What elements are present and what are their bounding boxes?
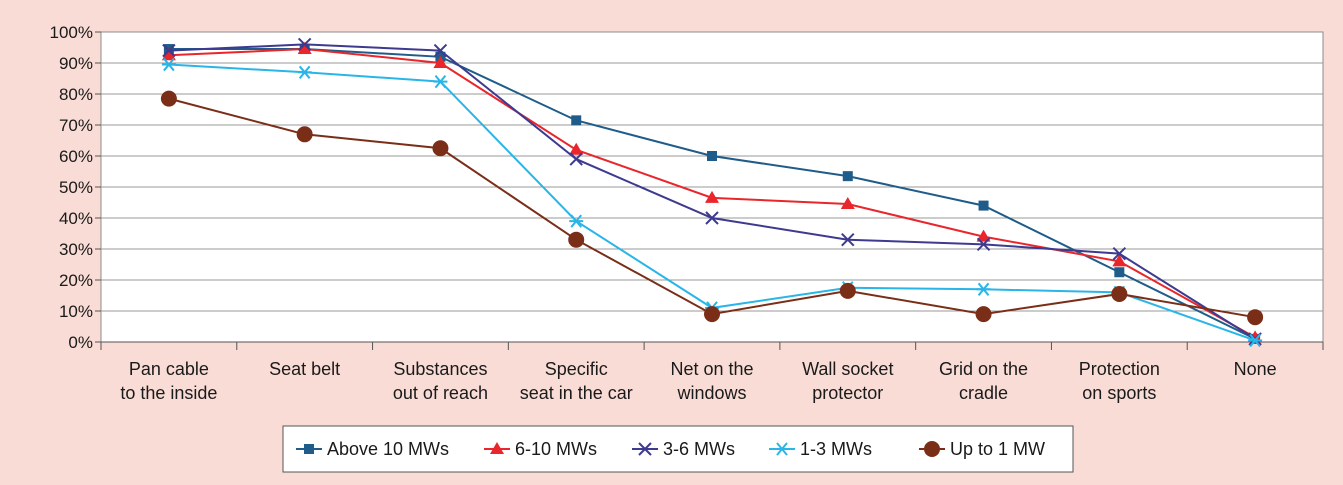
data-point bbox=[976, 237, 991, 252]
legend-swatch-marker bbox=[304, 444, 314, 454]
y-tick-label: 60% bbox=[59, 147, 93, 166]
x-category-label: Grid on the cradle bbox=[939, 359, 1028, 403]
y-tick-label: 30% bbox=[59, 240, 93, 259]
data-point bbox=[433, 74, 448, 89]
data-point bbox=[707, 151, 717, 161]
data-point bbox=[433, 56, 448, 68]
legend-item: 3-6 MWs bbox=[632, 439, 735, 459]
data-point bbox=[297, 42, 312, 55]
legend-swatch-marker bbox=[638, 442, 652, 456]
series-layer bbox=[160, 37, 1264, 348]
legend-label: Above 10 MWs bbox=[327, 439, 449, 459]
y-tick-label: 20% bbox=[59, 271, 93, 290]
x-category-label-line: Pan cable bbox=[129, 359, 209, 379]
y-tick-label: 0% bbox=[68, 333, 93, 352]
y-tick-label: 70% bbox=[59, 116, 93, 135]
legend-item: Up to 1 MW bbox=[919, 439, 1045, 459]
x-category-label-line: Substances bbox=[393, 359, 487, 379]
data-point bbox=[1114, 267, 1125, 278]
series-up-to-1-mw bbox=[160, 90, 1264, 326]
data-point bbox=[978, 200, 989, 211]
data-point bbox=[839, 282, 856, 299]
legend-label: 1-3 MWs bbox=[800, 439, 872, 459]
x-category-label-line: cradle bbox=[959, 383, 1008, 403]
x-category-label-line: Net on the bbox=[670, 359, 753, 379]
axes: 0% 10% 20% 30% 40% 50% 60% 70% 80% 90% 100% Pan cab… bbox=[50, 23, 1324, 403]
legend-item: 6-10 MWs bbox=[484, 439, 597, 459]
data-point bbox=[296, 126, 313, 143]
x-category-label: None bbox=[1234, 359, 1277, 379]
x-category-label: Protection on sports bbox=[1079, 359, 1160, 403]
data-point bbox=[1112, 254, 1127, 267]
y-tick-label: 90% bbox=[59, 54, 93, 73]
x-category-label-line: None bbox=[1234, 359, 1277, 379]
data-point bbox=[569, 152, 583, 166]
data-point bbox=[841, 232, 855, 247]
data-point bbox=[568, 231, 585, 248]
data-point bbox=[297, 65, 312, 79]
legend: Above 10 MWs 6-10 MWs 3-6 MWs 1-3 MWs Up to … bbox=[296, 439, 1045, 459]
y-tick-label: 40% bbox=[59, 209, 93, 228]
legend-label: 3-6 MWs bbox=[663, 439, 735, 459]
legend-swatch-marker bbox=[490, 442, 504, 454]
data-point bbox=[1112, 246, 1127, 261]
legend-item: 1-3 MWs bbox=[769, 439, 872, 459]
y-tick-label: 100% bbox=[50, 23, 93, 42]
x-category-label: Pan cable to the inside bbox=[120, 359, 217, 403]
data-point bbox=[569, 214, 584, 228]
series-3-6-mws bbox=[162, 37, 1262, 346]
x-category-label: Net on the windows bbox=[670, 359, 753, 403]
x-category-label-line: out of reach bbox=[393, 383, 488, 403]
x-category-label-line: Grid on the bbox=[939, 359, 1028, 379]
x-category-label-line: on sports bbox=[1082, 383, 1156, 403]
legend-swatch-marker bbox=[775, 442, 789, 456]
x-category-label-line: to the inside bbox=[120, 383, 217, 403]
x-category-label-line: Seat belt bbox=[269, 359, 340, 379]
data-point bbox=[432, 140, 449, 157]
legend-swatch-marker bbox=[924, 441, 940, 457]
data-point bbox=[976, 282, 991, 296]
data-point bbox=[976, 229, 991, 242]
data-point bbox=[840, 197, 855, 210]
x-category-label-line: seat in the car bbox=[520, 383, 633, 403]
legend-label: Up to 1 MW bbox=[950, 439, 1045, 459]
data-point bbox=[571, 115, 582, 126]
data-point bbox=[705, 211, 719, 225]
x-category-label: Specific seat in the car bbox=[520, 359, 633, 403]
data-point bbox=[975, 306, 992, 323]
data-point bbox=[569, 142, 584, 155]
data-point bbox=[1247, 309, 1264, 326]
x-category-label-line: windows bbox=[676, 383, 746, 403]
x-category-label-line: Wall socket bbox=[802, 359, 893, 379]
x-category-label: Substances out of reach bbox=[393, 359, 488, 403]
x-category-label-line: protector bbox=[812, 383, 883, 403]
data-point bbox=[161, 57, 176, 72]
data-point bbox=[1248, 333, 1263, 348]
y-tick-label: 50% bbox=[59, 178, 93, 197]
data-point bbox=[162, 43, 176, 58]
y-tick-label: 10% bbox=[59, 302, 93, 321]
series-6-10-mws bbox=[161, 42, 1263, 343]
data-point bbox=[160, 90, 177, 107]
legend-item: Above 10 MWs bbox=[296, 439, 449, 459]
data-point bbox=[297, 37, 312, 52]
x-category-label-line: Protection bbox=[1079, 359, 1160, 379]
x-category-label-line: Specific bbox=[545, 359, 608, 379]
x-category-label: Seat belt bbox=[269, 359, 340, 379]
legend-label: 6-10 MWs bbox=[515, 439, 597, 459]
data-point bbox=[842, 171, 853, 182]
data-point bbox=[704, 306, 720, 323]
x-category-label: Wall socket protector bbox=[802, 359, 893, 403]
data-point bbox=[1111, 285, 1128, 302]
data-point bbox=[433, 43, 448, 58]
data-point bbox=[705, 190, 719, 203]
y-tick-label: 80% bbox=[59, 85, 93, 104]
data-point bbox=[161, 48, 176, 61]
